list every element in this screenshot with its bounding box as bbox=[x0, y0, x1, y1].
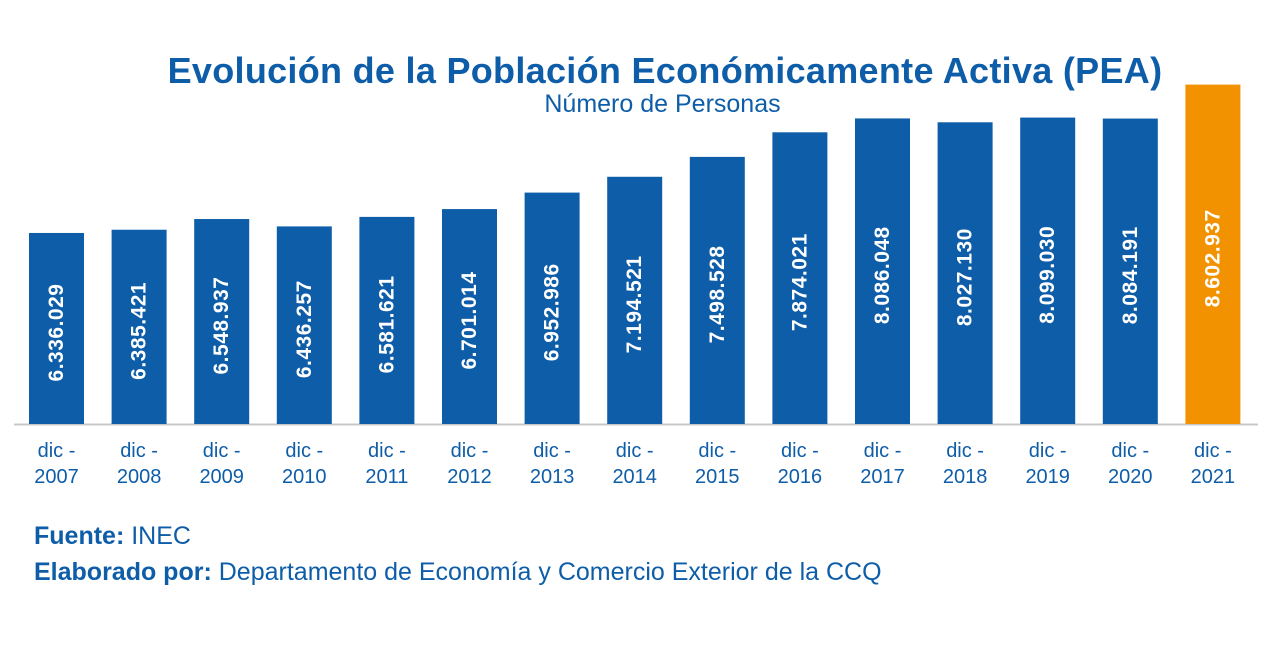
bar-value-label: 6.548.937 bbox=[210, 277, 233, 375]
x-tick-label-line1: dic - bbox=[616, 440, 654, 462]
bar bbox=[524, 192, 580, 424]
bar-value-label: 8.027.130 bbox=[954, 228, 977, 326]
x-tick-label-line2: 2019 bbox=[1025, 466, 1070, 488]
x-tick-label-line1: dic - bbox=[533, 440, 571, 462]
bar bbox=[855, 118, 910, 424]
x-tick-label-line2: 2017 bbox=[860, 466, 905, 488]
chart-title: Evolución de la Población Económicamente… bbox=[167, 50, 1163, 91]
bar-value-label: 8.086.048 bbox=[871, 226, 894, 324]
bar-value-label: 6.436.257 bbox=[293, 280, 316, 378]
bar bbox=[442, 209, 497, 424]
x-tick-label-line1: dic - bbox=[781, 440, 819, 462]
x-tick-label-line2: 2013 bbox=[530, 466, 575, 488]
source-label: Fuente: bbox=[34, 522, 125, 550]
x-tick-label-line2: 2011 bbox=[365, 466, 408, 488]
bar-value-label: 6.581.621 bbox=[375, 275, 398, 373]
bar-value-label: 6.701.014 bbox=[458, 272, 481, 370]
x-tick-label-line1: dic - bbox=[285, 440, 323, 462]
x-tick-label-line2: 2016 bbox=[778, 466, 823, 488]
bar-value-label: 8.084.191 bbox=[1119, 226, 1142, 324]
x-tick-label-line1: dic - bbox=[368, 440, 406, 462]
x-tick-label-line2: 2010 bbox=[282, 466, 327, 488]
x-tick-label-line1: dic - bbox=[451, 440, 489, 462]
bar-value-label: 8.099.030 bbox=[1036, 226, 1059, 324]
bar bbox=[359, 216, 415, 424]
bar-value-label: 7.874.021 bbox=[788, 233, 811, 331]
x-tick-label-line1: dic - bbox=[1029, 440, 1067, 462]
x-tick-label-line1: dic - bbox=[1111, 440, 1149, 462]
bar-value-label: 8.602.937 bbox=[1201, 209, 1224, 307]
bar bbox=[689, 156, 745, 424]
bar-value-label: 7.194.521 bbox=[623, 255, 646, 353]
x-tick-label-line1: dic - bbox=[1194, 440, 1232, 462]
x-tick-label-line1: dic - bbox=[946, 440, 984, 462]
x-tick-label-line1: dic - bbox=[38, 440, 76, 462]
x-tick-label-line1: dic - bbox=[203, 440, 241, 462]
x-tick-label-line2: 2014 bbox=[612, 466, 657, 488]
bar bbox=[29, 232, 84, 424]
bar bbox=[1185, 84, 1241, 424]
bar bbox=[1102, 118, 1158, 425]
x-tick-label-line1: dic - bbox=[120, 440, 158, 462]
bar-value-label: 7.498.528 bbox=[706, 245, 729, 343]
bar bbox=[772, 132, 828, 424]
x-tick-label-line2: 2009 bbox=[199, 466, 244, 488]
bar bbox=[111, 229, 167, 424]
author-label: Elaborado por: bbox=[34, 558, 212, 586]
x-tick-label-line2: 2008 bbox=[117, 466, 162, 488]
bar bbox=[1020, 117, 1076, 424]
x-tick-label-line1: dic - bbox=[864, 440, 902, 462]
source-line: Fuente: INEC bbox=[34, 522, 191, 551]
x-tick-label-line2: 2020 bbox=[1108, 466, 1153, 488]
bar bbox=[194, 219, 250, 424]
x-tick-label-line2: 2007 bbox=[34, 466, 79, 488]
bar-value-label: 6.952.986 bbox=[541, 263, 564, 361]
bar-chart: 6.336.029 dic - 2007 6.385.421 dic - 2008 6.54… bbox=[14, 84, 1258, 488]
source-value: INEC bbox=[131, 522, 191, 550]
author-value: Departamento de Economía y Comercio Exte… bbox=[218, 558, 882, 586]
x-tick-label-line2: 2015 bbox=[695, 466, 740, 488]
chart-subtitle: Número de Personas bbox=[544, 90, 781, 118]
x-tick-label-line2: 2018 bbox=[943, 466, 988, 488]
bar-value-label: 6.336.029 bbox=[45, 284, 68, 382]
x-tick-label-line2: 2021 bbox=[1191, 466, 1236, 488]
author-line: Elaborado por: Departamento de Economía … bbox=[34, 558, 882, 587]
bar bbox=[607, 176, 663, 424]
bar-value-label: 6.385.421 bbox=[128, 282, 151, 380]
bar bbox=[276, 226, 332, 424]
x-tick-label-line2: 2012 bbox=[447, 466, 492, 488]
bar bbox=[937, 122, 993, 425]
x-tick-label-line1: dic - bbox=[698, 440, 736, 462]
